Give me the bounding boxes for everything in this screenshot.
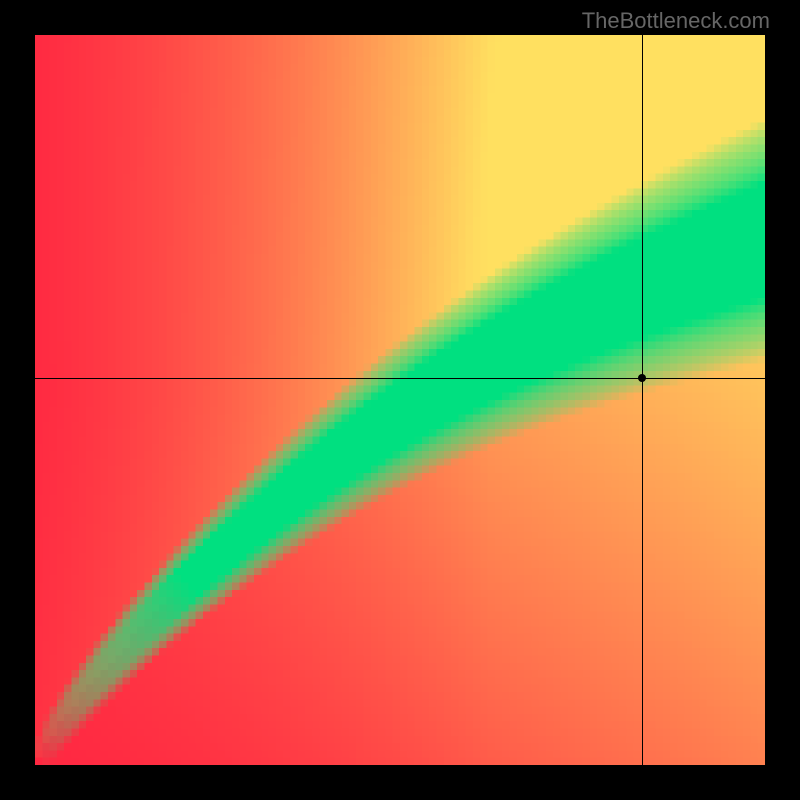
- crosshair-vertical: [642, 35, 643, 765]
- marker-dot: [638, 374, 646, 382]
- heatmap-canvas: [35, 35, 765, 765]
- heatmap-chart: [35, 35, 765, 765]
- watermark-text: TheBottleneck.com: [582, 8, 770, 34]
- crosshair-horizontal: [35, 378, 765, 379]
